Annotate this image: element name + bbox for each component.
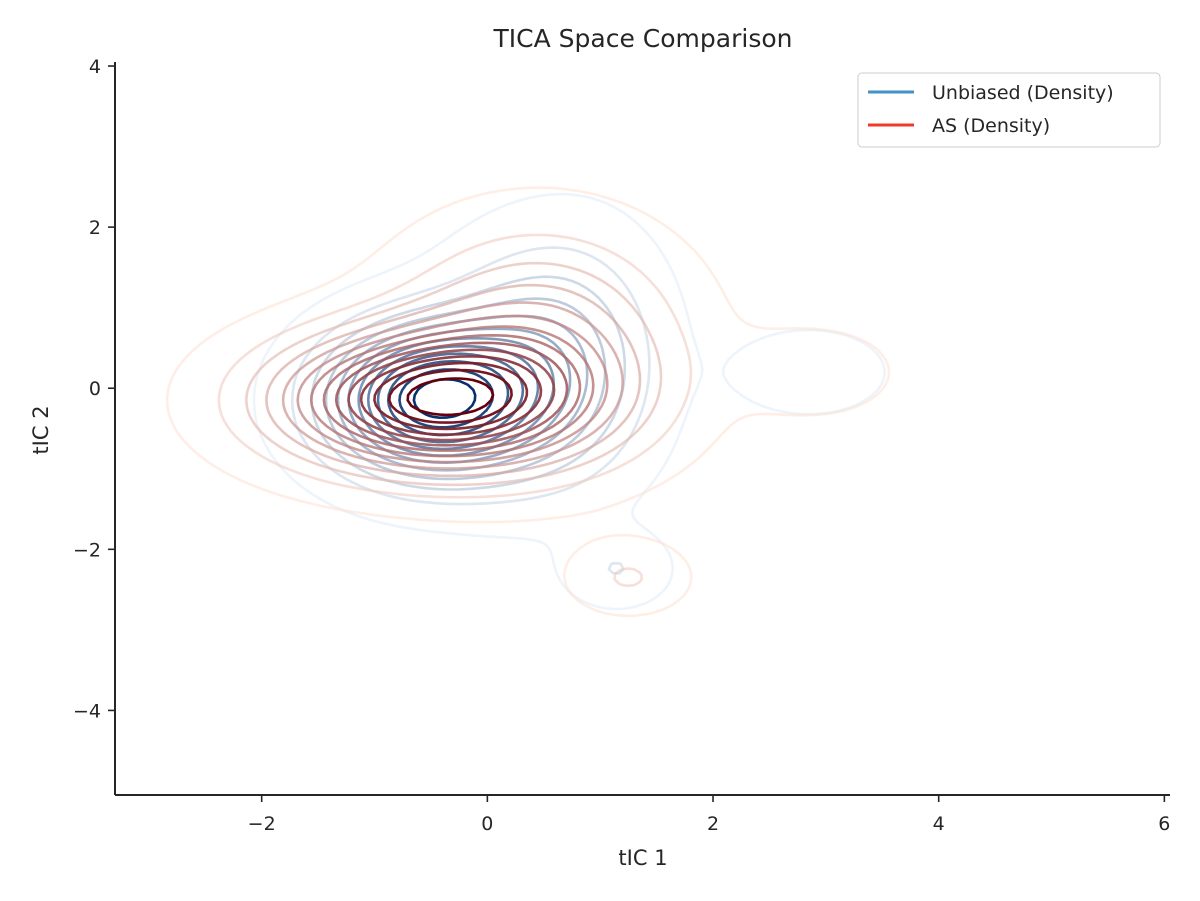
x-tick-label: −2 (248, 813, 276, 835)
contour-line (165, 186, 891, 618)
y-tick-label: 0 (89, 378, 101, 400)
legend: Unbiased (Density) AS (Density) (857, 72, 1161, 148)
x-axis-label: tIC 1 (618, 846, 667, 870)
contour-line (281, 301, 624, 470)
x-tick-label: 6 (1158, 813, 1170, 835)
contour-line (322, 334, 582, 452)
contour-line (309, 325, 595, 458)
contour-line (359, 355, 543, 436)
contour-line (245, 261, 663, 487)
contour-line (217, 233, 693, 587)
x-tick-label: 2 (707, 813, 719, 835)
y-tick-label: 4 (89, 56, 101, 78)
y-tick-label: −2 (73, 539, 101, 561)
legend-frame (857, 72, 1161, 148)
contour-line (296, 314, 609, 464)
contour-line (265, 283, 642, 478)
y-tick-label: −4 (73, 700, 101, 722)
chart-title: TICA Space Comparison (493, 24, 793, 53)
legend-label-as: AS (Density) (932, 115, 1050, 137)
contour-line (373, 361, 529, 431)
x-ticks: −2 0 2 4 6 (248, 795, 1170, 835)
x-tick-label: 4 (933, 813, 945, 835)
y-tick-label: 2 (89, 217, 101, 239)
contour-line (388, 368, 513, 424)
y-axis-label: tIC 2 (29, 405, 53, 454)
legend-label-unbiased: Unbiased (Density) (932, 82, 1114, 104)
contour-line (334, 341, 569, 447)
y-ticks: −4 −2 0 2 4 (73, 56, 115, 722)
contour-line (347, 348, 556, 442)
contour-series-as (165, 186, 891, 618)
contour-line (406, 377, 495, 417)
contour-layer (165, 186, 891, 618)
x-tick-label: 0 (481, 813, 493, 835)
